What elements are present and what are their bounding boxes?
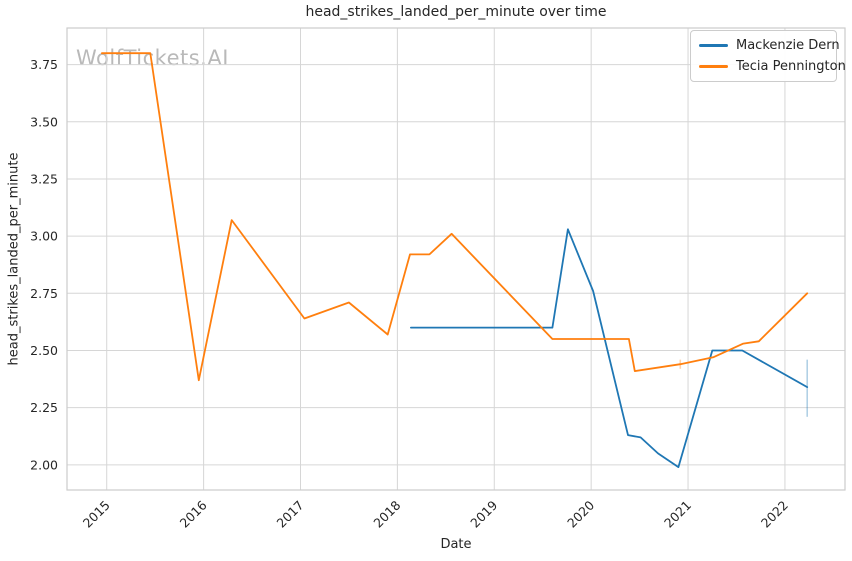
y-tick-label: 2.50 <box>30 343 58 358</box>
y-tick-label: 2.00 <box>30 457 58 472</box>
legend-row: Mackenzie Dern <box>699 38 840 53</box>
x-tick-label: 2019 <box>467 497 500 530</box>
legend: Mackenzie Dern Tecia Pennington <box>690 30 846 82</box>
x-tick-label: 2020 <box>564 497 597 530</box>
x-tick-label: 2021 <box>661 498 694 531</box>
chart-title: head_strikes_landed_per_minute over time <box>305 4 607 20</box>
y-tick-label: 3.75 <box>30 57 58 72</box>
series-line-tecia-pennington <box>101 52 809 382</box>
x-tick-label: 2022 <box>758 498 791 531</box>
legend-line-sample <box>699 65 728 68</box>
x-tick-label: 2016 <box>177 497 210 530</box>
x-tick-label: 2015 <box>80 498 113 531</box>
y-tick-label: 3.50 <box>30 114 58 129</box>
y-tick-label: 3.25 <box>30 171 58 186</box>
y-tick-label: 2.25 <box>30 400 58 415</box>
legend-label: Tecia Pennington <box>736 59 846 74</box>
plot-frame <box>66 27 846 491</box>
series-line-mackenzie-dern <box>409 228 809 469</box>
legend-label: Mackenzie Dern <box>736 38 840 53</box>
legend-line-sample <box>699 44 728 47</box>
x-tick-label: 2017 <box>274 498 307 531</box>
y-tick-label: 2.75 <box>30 286 58 301</box>
y-tick-label: 3.00 <box>30 229 58 244</box>
x-tick-label: 2018 <box>370 497 403 530</box>
x-axis-label: Date <box>440 537 472 552</box>
legend-row: Tecia Pennington <box>699 59 846 74</box>
y-axis-label: head_strikes_landed_per_minute <box>6 152 22 366</box>
